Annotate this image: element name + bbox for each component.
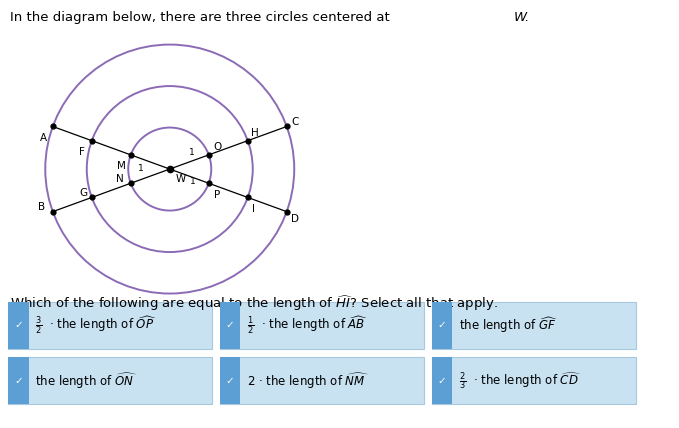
Text: ✓: ✓ bbox=[438, 376, 446, 386]
Text: I: I bbox=[252, 204, 255, 214]
Text: F: F bbox=[79, 147, 85, 158]
Text: M: M bbox=[117, 161, 126, 172]
Text: H: H bbox=[251, 128, 259, 138]
Text: 1: 1 bbox=[189, 149, 195, 158]
Text: the length of $\widehat{ON}$: the length of $\widehat{ON}$ bbox=[35, 371, 137, 391]
Text: $2$ · the length of $\widehat{NM}$: $2$ · the length of $\widehat{NM}$ bbox=[247, 371, 369, 391]
Text: C: C bbox=[291, 117, 298, 128]
Text: $\frac{2}{3}$  · the length of $\widehat{CD}$: $\frac{2}{3}$ · the length of $\widehat{… bbox=[459, 370, 581, 392]
Text: O: O bbox=[213, 143, 221, 152]
Text: the length of $\widehat{GF}$: the length of $\widehat{GF}$ bbox=[459, 315, 558, 335]
Text: ✓: ✓ bbox=[14, 376, 22, 386]
Text: P: P bbox=[214, 190, 220, 200]
Text: Which of the following are equal to the length of $\widehat{HI}$? Select all tha: Which of the following are equal to the … bbox=[10, 293, 498, 313]
Text: G: G bbox=[79, 188, 88, 198]
Text: $\frac{3}{2}$  · the length of $\widehat{OP}$: $\frac{3}{2}$ · the length of $\widehat{… bbox=[35, 315, 157, 336]
Text: In the diagram below, there are three circles centered at: In the diagram below, there are three ci… bbox=[10, 11, 394, 24]
Text: W.: W. bbox=[513, 11, 530, 24]
Text: 1: 1 bbox=[190, 176, 196, 185]
Text: ✓: ✓ bbox=[226, 376, 234, 386]
Text: 1: 1 bbox=[138, 164, 144, 173]
Text: $\frac{1}{2}$  · the length of $\widehat{AB}$: $\frac{1}{2}$ · the length of $\widehat{… bbox=[247, 315, 368, 336]
Text: D: D bbox=[291, 214, 299, 224]
Text: ✓: ✓ bbox=[226, 320, 234, 330]
Text: ✓: ✓ bbox=[438, 320, 446, 330]
Text: ✓: ✓ bbox=[14, 320, 22, 330]
Text: B: B bbox=[38, 202, 45, 212]
Text: W: W bbox=[176, 175, 186, 184]
Text: A: A bbox=[39, 133, 47, 143]
Text: N: N bbox=[116, 174, 124, 184]
